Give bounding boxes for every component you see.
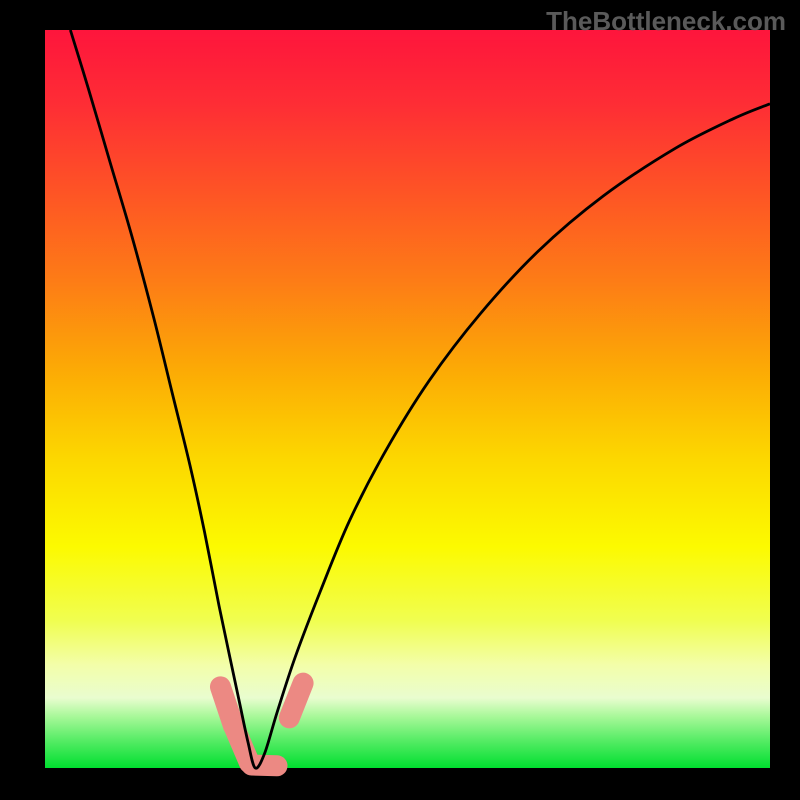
chart-container: TheBottleneck.com bbox=[0, 0, 800, 800]
bottleneck-chart bbox=[0, 0, 800, 800]
plot-background bbox=[45, 30, 770, 768]
marker-segment-2 bbox=[252, 765, 277, 766]
watermark-label: TheBottleneck.com bbox=[546, 6, 786, 37]
marker-segment-3 bbox=[289, 683, 303, 718]
